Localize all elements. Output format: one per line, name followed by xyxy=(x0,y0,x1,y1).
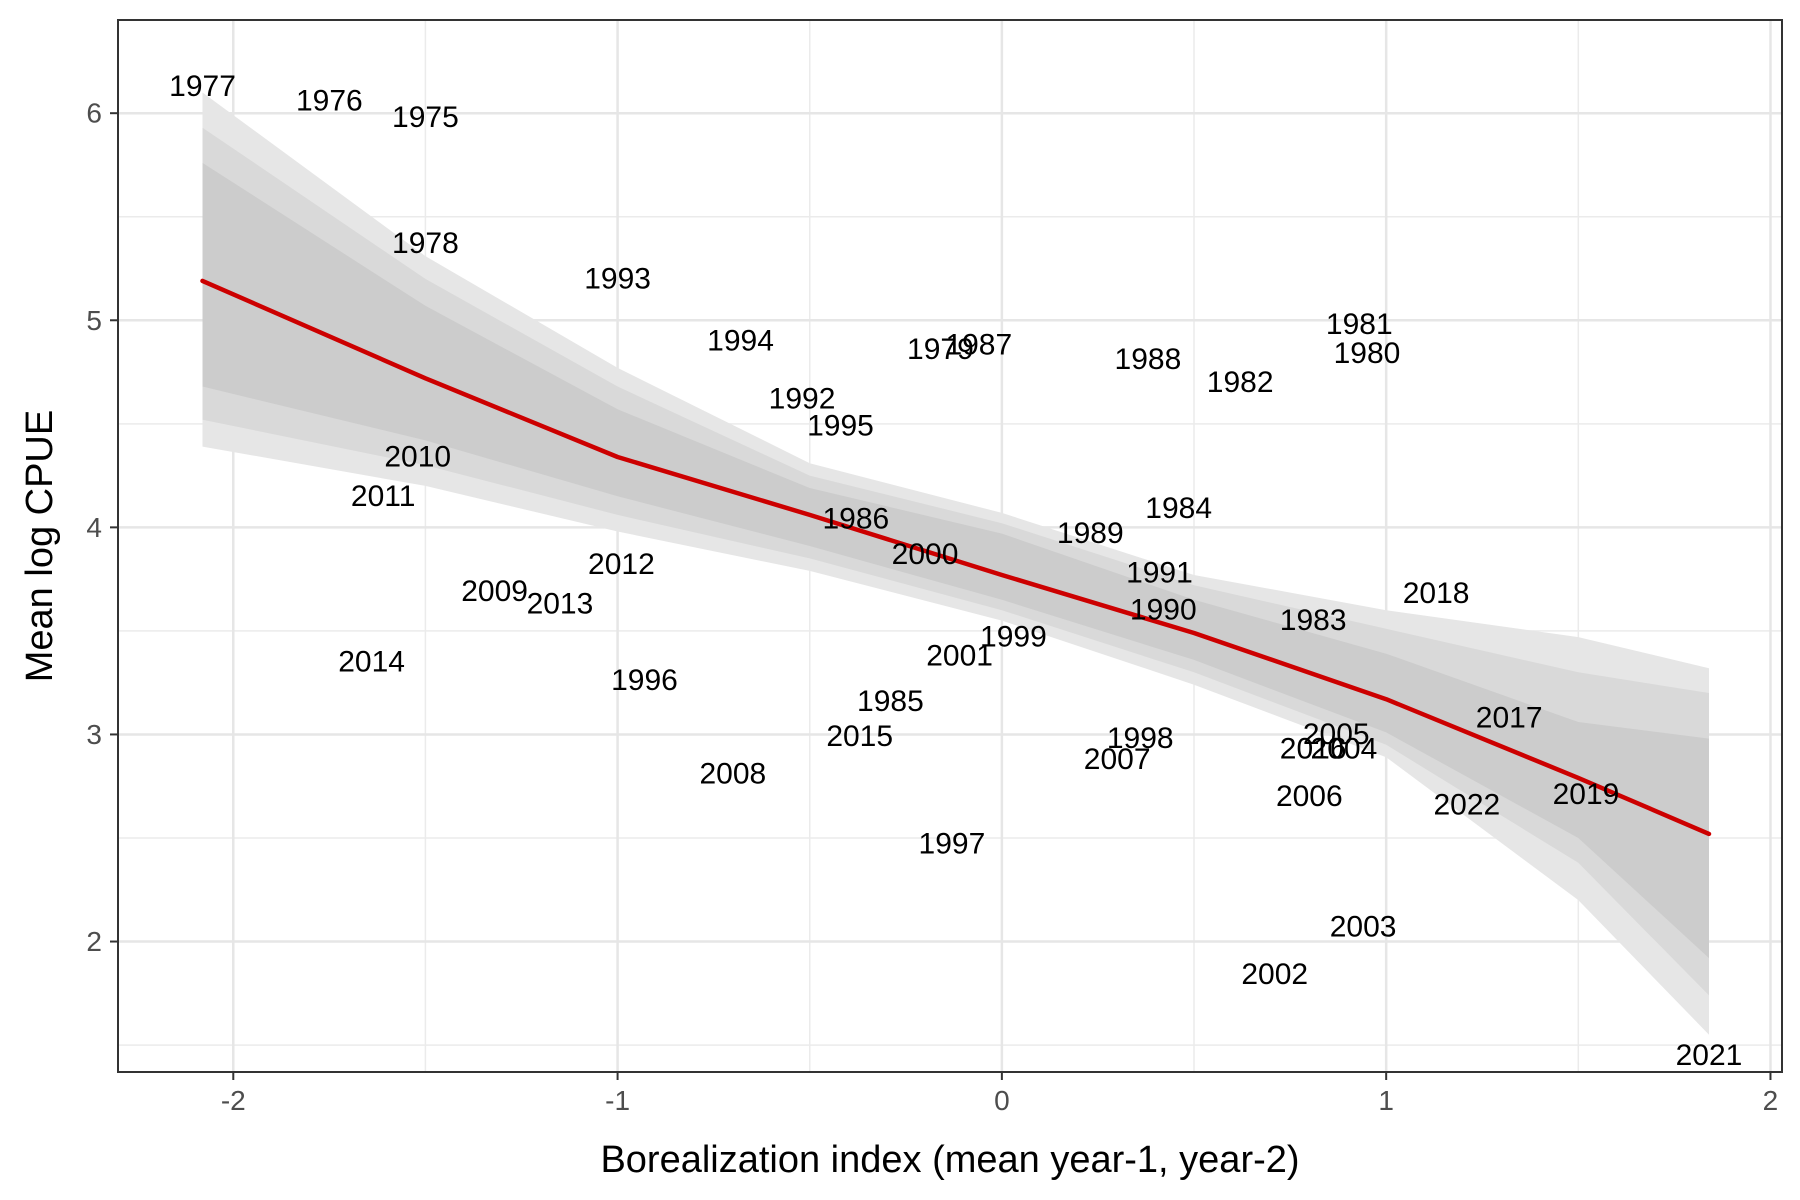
point-label-2004: 2004 xyxy=(1311,732,1378,765)
point-label-1988: 1988 xyxy=(1115,343,1182,376)
point-label-2013: 2013 xyxy=(527,587,594,620)
point-label-2019: 2019 xyxy=(1553,778,1620,811)
point-label-1986: 1986 xyxy=(822,503,889,536)
point-label-1992: 1992 xyxy=(769,382,836,415)
fit-line-group xyxy=(200,278,1712,837)
y-tick-label: 2 xyxy=(86,926,102,957)
point-label-2015: 2015 xyxy=(826,720,893,753)
y-axis: 2 3 4 5 6 xyxy=(86,98,118,957)
fit-line xyxy=(200,278,1712,837)
y-tick-label: 6 xyxy=(86,98,102,129)
point-label-1989: 1989 xyxy=(1057,517,1124,550)
point-label-2003: 2003 xyxy=(1330,911,1397,944)
point-label-2008: 2008 xyxy=(699,757,766,790)
point-label-1997: 1997 xyxy=(919,828,986,861)
panel-border xyxy=(117,19,1783,1073)
x-tick-label: -2 xyxy=(221,1085,246,1116)
point-label-1977: 1977 xyxy=(169,70,236,103)
point-label-2001: 2001 xyxy=(926,639,993,672)
point-label-2014: 2014 xyxy=(338,645,405,678)
x-tick-label: -1 xyxy=(605,1085,630,1116)
point-label-2010: 2010 xyxy=(384,440,451,473)
point-label-1975: 1975 xyxy=(392,101,459,134)
y-axis-title: Mean log CPUE xyxy=(19,410,61,682)
point-label-1978: 1978 xyxy=(392,227,459,260)
y-tick-label: 5 xyxy=(86,305,102,336)
x-tick-label: 1 xyxy=(1378,1085,1394,1116)
point-label-1982: 1982 xyxy=(1207,366,1274,399)
point-label-1984: 1984 xyxy=(1145,492,1212,525)
point-label-2012: 2012 xyxy=(588,548,655,581)
point-label-1994: 1994 xyxy=(707,324,774,357)
point-label-2006: 2006 xyxy=(1276,780,1343,813)
point-label-1990: 1990 xyxy=(1130,594,1197,627)
point-label-2000: 2000 xyxy=(892,538,959,571)
x-tick-label: 2 xyxy=(1763,1085,1779,1116)
point-label-2016: 2016 xyxy=(1280,732,1347,765)
point-label-1993: 1993 xyxy=(584,262,651,295)
point-label-2018: 2018 xyxy=(1403,577,1470,610)
point-label-1987: 1987 xyxy=(945,329,1012,362)
point-label-1998: 1998 xyxy=(1107,722,1174,755)
point-label-1996: 1996 xyxy=(611,664,678,697)
point-label-1976: 1976 xyxy=(296,84,363,117)
point-label-2002: 2002 xyxy=(1241,958,1308,991)
point-label-1995: 1995 xyxy=(807,409,874,442)
point-label-1985: 1985 xyxy=(857,685,924,718)
point-label-1999: 1999 xyxy=(980,621,1047,654)
point-label-2007: 2007 xyxy=(1084,743,1151,776)
point-label-2009: 2009 xyxy=(461,575,528,608)
y-tick-label: 4 xyxy=(86,512,102,543)
point-label-1981: 1981 xyxy=(1326,308,1393,341)
point-label-2022: 2022 xyxy=(1434,788,1501,821)
y-tick-label: 3 xyxy=(86,719,102,750)
point-label-2005: 2005 xyxy=(1303,718,1370,751)
point-label-1980: 1980 xyxy=(1334,337,1401,370)
point-label-1991: 1991 xyxy=(1126,556,1193,589)
x-axis-title: Borealization index (mean year-1, year-2… xyxy=(600,1139,1299,1181)
point-label-2011: 2011 xyxy=(351,480,416,513)
point-label-1983: 1983 xyxy=(1280,604,1347,637)
x-tick-label: 0 xyxy=(994,1085,1010,1116)
point-label-1979: 1979 xyxy=(907,333,974,366)
point-label-2017: 2017 xyxy=(1476,701,1543,734)
panel-frame xyxy=(117,19,1783,1073)
point-label-2021: 2021 xyxy=(1676,1039,1743,1072)
x-axis: -2 -1 0 1 2 xyxy=(221,1072,1778,1116)
